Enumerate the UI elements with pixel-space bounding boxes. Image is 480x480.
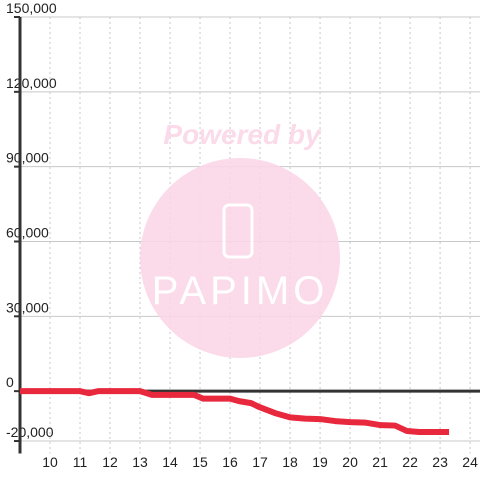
x-tick-label: 22: [402, 454, 418, 470]
x-tick-label: 10: [42, 454, 58, 470]
x-tick-label: 19: [312, 454, 328, 470]
y-tick-label: 0: [6, 374, 14, 390]
watermark-phone: [222, 203, 254, 259]
y-tick-label: 30,000: [6, 299, 49, 315]
x-tick-label: 17: [252, 454, 268, 470]
x-tick-label: 20: [342, 454, 358, 470]
watermark-text: Powered by: [163, 119, 322, 150]
x-tick-label: 15: [192, 454, 208, 470]
x-tick-label: 23: [432, 454, 448, 470]
x-tick-label: 14: [162, 454, 178, 470]
x-tick-label: 13: [132, 454, 148, 470]
x-tick-label: 16: [222, 454, 238, 470]
y-tick-label: 150,000: [6, 0, 57, 16]
data-line: [20, 388, 450, 436]
watermark-logo: PAPIMO: [152, 269, 329, 313]
x-tick-label: 11: [73, 454, 88, 470]
y-tick-label: 60,000: [6, 224, 49, 240]
x-tick-label: 18: [282, 454, 298, 470]
watermark: Powered by PAPIMO: [140, 119, 340, 358]
x-tick-label: 24: [462, 454, 478, 470]
y-tick-label: -20,000: [6, 424, 54, 440]
y-tick-label: 90,000: [6, 150, 49, 166]
y-tick-label: 120,000: [6, 75, 57, 91]
x-tick-label: 21: [372, 454, 388, 470]
x-tick-label: 12: [102, 454, 118, 470]
